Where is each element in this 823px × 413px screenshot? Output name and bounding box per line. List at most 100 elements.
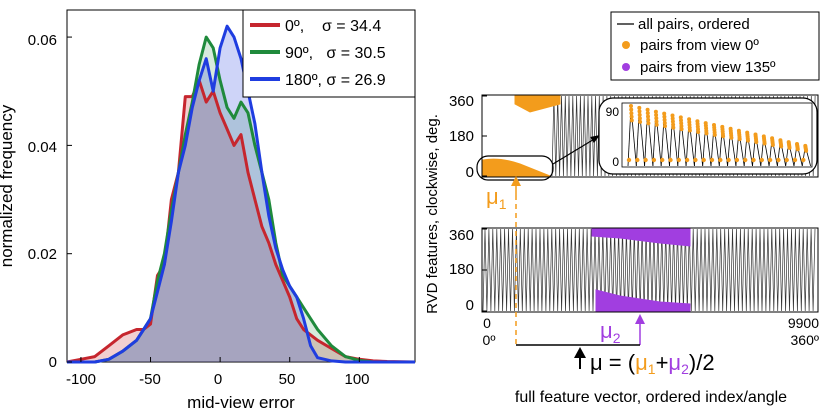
inset-point <box>662 114 667 119</box>
legend-label-view135: pairs from view 135º <box>640 59 776 76</box>
left-xtick-0: -100 <box>66 371 96 388</box>
inset-plot-frame <box>621 102 813 168</box>
histogram-chart: 0 0.02 0.04 0.06 -100 -50 0 50 100 mid-v… <box>0 9 416 412</box>
inset-point <box>651 157 657 163</box>
left-ytick-2: 0.04 <box>28 139 57 156</box>
inset-point <box>734 157 740 163</box>
inset-point <box>696 129 701 134</box>
right-ylabel: RVD features, clockwise, deg. <box>424 114 441 314</box>
inset-point <box>646 114 650 119</box>
inset-point <box>693 157 698 163</box>
inset-point <box>795 147 800 152</box>
legend-marker-view135 <box>622 63 630 71</box>
right-xlabel: full feature vector, ordered index/angle <box>515 389 787 406</box>
inset-point <box>679 124 684 129</box>
left-xlabel: mid-view error <box>187 393 295 412</box>
inset-point <box>668 157 673 163</box>
inset-point <box>670 116 675 121</box>
right-axis-ticks <box>482 95 487 312</box>
inset-point <box>729 135 734 140</box>
inset-point <box>718 157 723 163</box>
inset-point <box>678 115 683 120</box>
inset-point <box>637 116 642 121</box>
inset-point <box>637 112 642 117</box>
bottom-ytick-0: 0 <box>466 297 474 314</box>
inset-point <box>679 118 683 123</box>
view135-cluster-0 <box>595 289 691 312</box>
inset-point <box>629 104 633 108</box>
legend-label-180deg: 180º, σ = 26.9 <box>285 72 386 89</box>
left-xtick-1: -50 <box>139 371 161 388</box>
inset-point <box>801 157 806 163</box>
inset-point <box>654 116 659 121</box>
left-plot-frame <box>66 9 416 363</box>
inset-point <box>776 157 781 163</box>
inset-point <box>653 109 658 114</box>
left-legend: 0º, σ = 34.4 90º, σ = 30.5 180º, σ = 26.… <box>242 9 416 98</box>
inset-point <box>684 157 690 163</box>
inset-point <box>759 157 764 163</box>
bottom-ytick-360: 360 <box>449 227 474 244</box>
rvd-feature-chart: all pairs, ordered pairs from view 0º pa… <box>424 11 820 406</box>
inset-point <box>637 109 642 114</box>
right-legend: all pairs, ordered pairs from view 0º pa… <box>610 11 820 81</box>
inset-point <box>663 124 667 129</box>
inset-point <box>638 119 643 124</box>
inset-point <box>726 157 731 163</box>
top-ytick-360: 360 <box>449 93 474 110</box>
area-180deg <box>67 26 415 362</box>
left-ylabel: normalized frequency <box>0 104 16 267</box>
inset-point <box>701 157 706 163</box>
inset-point <box>762 141 767 146</box>
inset-point <box>660 157 665 163</box>
inset-view0-points <box>626 104 809 163</box>
inset-point <box>662 121 667 126</box>
mu2-label: μ2 <box>600 318 621 346</box>
inset-point <box>637 105 642 110</box>
inset-point <box>671 122 676 127</box>
callout-arrow <box>552 137 597 165</box>
inset-point <box>629 107 634 112</box>
inset-point <box>754 140 759 145</box>
legend-marker-view0 <box>622 41 630 49</box>
mu-formula: μ = (μ1+μ2)/2 <box>590 350 715 377</box>
callout-arrowhead <box>590 135 600 143</box>
mu1-label: μ1 <box>486 184 507 212</box>
area-90deg <box>67 37 415 362</box>
histogram-lines <box>66 24 416 364</box>
area-0deg <box>67 80 415 363</box>
inset-point <box>645 111 650 116</box>
inset-point <box>646 117 651 122</box>
xtick-index-9900: 9900 <box>788 315 819 331</box>
left-ytick-1: 0.02 <box>28 246 57 263</box>
left-xtick-4: 100 <box>344 371 369 388</box>
inset-ytick-90: 90 <box>606 105 620 119</box>
inset-point <box>751 157 756 163</box>
inset-point <box>746 138 750 143</box>
inset-point <box>709 157 715 163</box>
legend-label-view0: pairs from view 0º <box>640 37 759 54</box>
inset-point <box>629 114 634 119</box>
inset-point <box>646 121 651 126</box>
mu2-arrowhead <box>635 314 645 324</box>
xtick-angle-360: 360º <box>791 332 819 348</box>
view0-cluster-360 <box>514 95 561 113</box>
inset-point <box>704 131 709 136</box>
bottom-panel-zigzag <box>482 228 816 312</box>
top-ytick-0: 0 <box>466 164 474 181</box>
inset-zoom: 90 0 <box>598 97 818 175</box>
inset-point <box>654 122 659 127</box>
inset-point <box>792 157 798 163</box>
left-ytick-0: 0 <box>49 354 57 371</box>
inset-point <box>784 157 789 163</box>
inset-point <box>670 119 675 124</box>
inset-point <box>779 144 784 149</box>
inset-point <box>743 157 748 163</box>
inset-point <box>662 111 667 116</box>
inset-point <box>767 157 773 163</box>
inset-point <box>671 125 676 130</box>
inset-point <box>770 142 775 147</box>
line-180deg <box>67 24 415 364</box>
inset-point <box>721 134 726 139</box>
